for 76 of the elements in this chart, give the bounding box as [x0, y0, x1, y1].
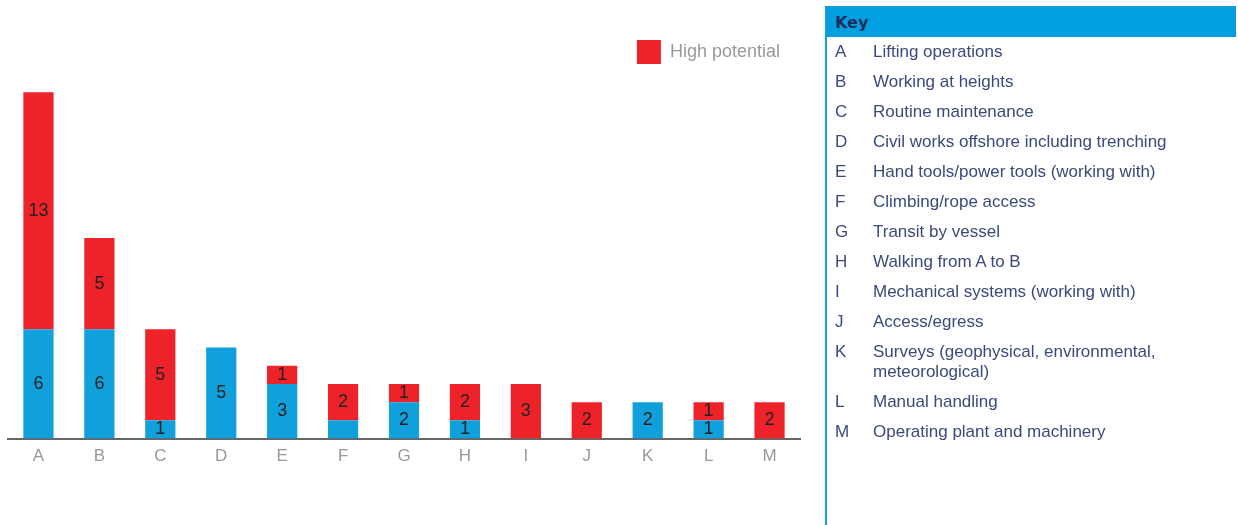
bar	[23, 329, 54, 439]
bar	[632, 402, 663, 439]
data-label: 3	[520, 400, 531, 421]
data-label: 1	[277, 363, 288, 384]
data-label: 2	[398, 409, 410, 430]
x-tick-label: A	[32, 446, 45, 466]
category-label: D	[835, 132, 849, 152]
x-tick-label: M	[762, 446, 777, 466]
text: Key	[827, 8, 1236, 37]
data-label: 1	[398, 381, 410, 402]
data-label: 6	[94, 372, 105, 393]
x-tick-label: L	[703, 446, 714, 466]
category-label: M	[835, 422, 851, 442]
text: Surveys (geophysical, environmental, meteorological)	[873, 342, 1157, 382]
data-label: 1	[459, 418, 470, 439]
category-label: L	[835, 392, 846, 412]
text: Routine maintenance	[873, 102, 1034, 122]
bar	[267, 383, 298, 439]
legend-label: High potential	[669, 40, 780, 61]
bar	[510, 383, 541, 439]
bar	[327, 383, 359, 421]
x-tick-label: I	[523, 446, 529, 466]
text: Walking from A to B	[873, 252, 1021, 272]
data-label: 13	[28, 199, 49, 220]
category-label: K	[835, 342, 848, 363]
text: Operating plant and machinery	[873, 422, 1106, 442]
category-label: H	[835, 252, 849, 272]
bar	[84, 238, 115, 330]
data-label: 2	[581, 409, 592, 430]
data-label: 5	[216, 381, 227, 402]
text: Working at heights	[873, 72, 1014, 92]
x-tick-label: D	[215, 446, 228, 466]
x-tick-label: H	[458, 446, 472, 466]
data-label: 1	[703, 400, 714, 421]
bar	[23, 92, 54, 330]
data-label: 2	[764, 409, 775, 430]
bar	[449, 383, 481, 421]
x-tick-label: E	[276, 446, 288, 466]
bar	[84, 329, 115, 439]
category-label: E	[835, 162, 848, 182]
data-label: 6	[33, 372, 44, 393]
data-label: 2	[642, 409, 653, 430]
category-label: I	[835, 282, 841, 302]
bar	[206, 347, 237, 439]
data-label: 5	[155, 363, 166, 384]
x-tick-label: F	[337, 446, 349, 466]
category-label: B	[835, 72, 848, 92]
text: Manual handling	[873, 392, 998, 412]
text: Transit by vessel	[873, 222, 1000, 242]
data-label: 1	[703, 418, 714, 439]
text: Mechanical systems (working with)	[873, 282, 1136, 302]
bar	[754, 402, 785, 439]
data-label: 1	[155, 418, 166, 439]
data-label: 2	[338, 391, 349, 412]
x-tick-label: J	[582, 446, 592, 466]
text: Civil works offshore including trenching	[873, 132, 1167, 152]
bar	[571, 402, 602, 439]
bar	[388, 402, 420, 439]
data-label: 5	[94, 272, 105, 293]
text: Hand tools/power tools (working with)	[873, 162, 1156, 182]
x-tick-label: K	[642, 446, 655, 466]
category-label: J	[835, 312, 845, 332]
bar	[327, 420, 359, 439]
text: Lifting operations	[873, 42, 1003, 62]
data-label: 2	[459, 391, 470, 412]
category-label: F	[835, 192, 847, 212]
category-label: A	[835, 42, 848, 62]
category-label: G	[835, 222, 850, 242]
x-tick-label: B	[93, 446, 106, 466]
data-label: 3	[277, 400, 288, 421]
bar	[145, 329, 176, 421]
x-tick-label: G	[397, 446, 411, 466]
text: Climbing/rope access	[873, 192, 1036, 212]
category-label: C	[835, 102, 849, 122]
x-tick-label: C	[154, 446, 167, 466]
text: Access/egress	[873, 312, 984, 332]
